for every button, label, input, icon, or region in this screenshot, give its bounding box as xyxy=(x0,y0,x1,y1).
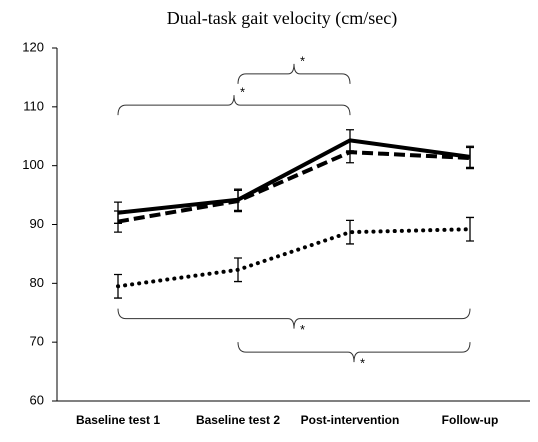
error-bar xyxy=(466,146,474,170)
y-tick-label: 100 xyxy=(22,157,44,172)
y-tick-label: 80 xyxy=(30,275,44,290)
y-tick-label: 60 xyxy=(30,392,44,407)
series-line xyxy=(117,150,471,224)
x-tick-label: Baseline test 2 xyxy=(196,413,280,427)
bracket xyxy=(117,308,471,329)
significance-label: * xyxy=(300,53,305,68)
significance-label: * xyxy=(300,322,305,337)
y-tick-label: 70 xyxy=(30,334,44,349)
error-bar xyxy=(466,216,474,242)
series-line xyxy=(117,138,471,215)
x-tick-label: Baseline test 1 xyxy=(76,413,160,427)
chart-title: Dual-task gait velocity (cm/sec) xyxy=(167,8,397,29)
bracket xyxy=(237,63,351,84)
error-bar xyxy=(346,219,354,245)
x-tick-label: Post-intervention xyxy=(301,413,400,427)
y-tick-label: 110 xyxy=(23,98,44,113)
bracket xyxy=(117,95,351,116)
y-tick-label: 90 xyxy=(30,216,44,231)
y-tick-label: 120 xyxy=(22,39,44,54)
series-line xyxy=(116,227,472,289)
significance-label: * xyxy=(240,85,245,100)
x-tick-label: Follow-up xyxy=(442,413,499,427)
significance-label: * xyxy=(360,356,365,371)
bracket xyxy=(237,342,471,363)
